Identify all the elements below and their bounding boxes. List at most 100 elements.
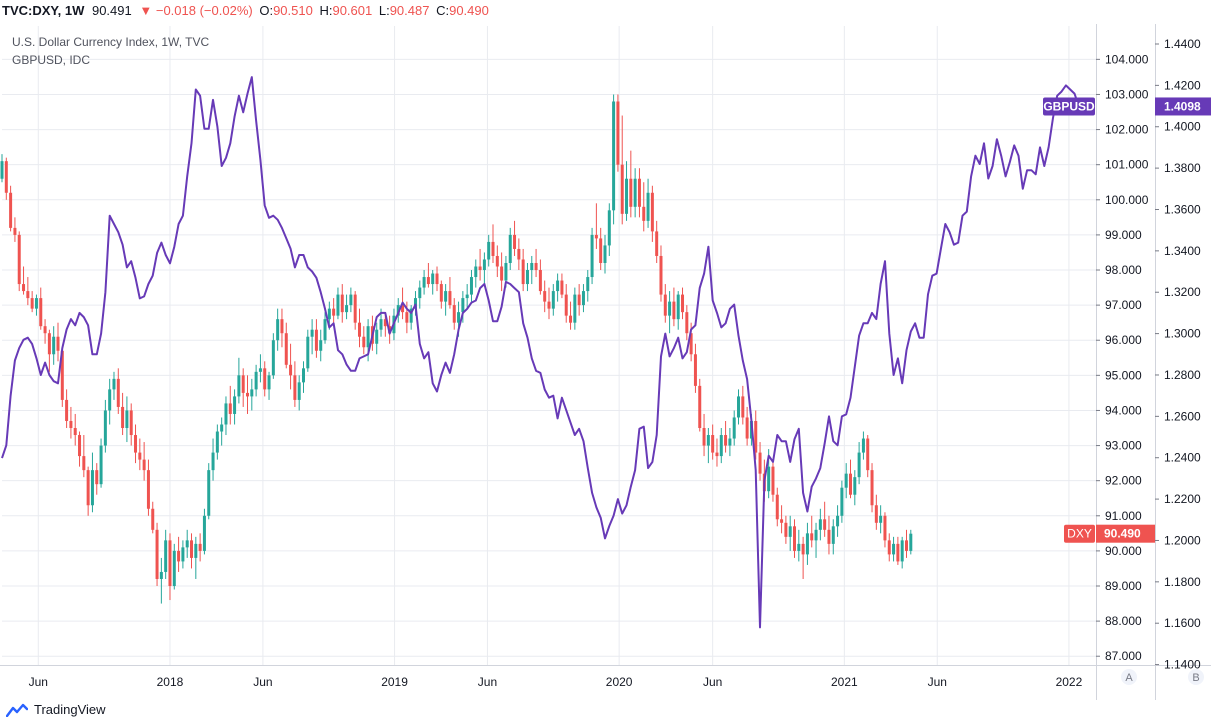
candle-body [452,305,456,323]
gbpusd-axis-tick-label: 1.2200 [1164,492,1201,506]
candle-body [202,515,206,551]
candle-body [474,266,478,278]
symbol-header: TVC:DXY, 1W 90.491 ▼ −0.018 (−0.02%) O:9… [0,0,1211,24]
brand-name: TradingView [34,702,106,717]
candle-body [289,364,293,376]
candle-body [60,350,64,400]
candle-body [168,540,172,587]
legend-main-series[interactable]: U.S. Dollar Currency Index, 1W, TVC [12,35,210,49]
candle-body [745,417,749,439]
time-axis-label: Jun [703,675,722,689]
close-label: C: [436,3,450,18]
candle-body [508,234,512,263]
candle-body [870,470,874,506]
gbpusd-name-tag [1043,97,1095,116]
dxy-name-tag [1064,524,1095,543]
candle-body [47,333,51,355]
candle-body [293,375,297,400]
candle-body [603,245,607,263]
candle-body [810,533,814,541]
candle-body [332,308,336,316]
gbpusd-axis-tick-label: 1.3600 [1164,202,1201,216]
dxy-axis-tick-label: 98.000 [1105,263,1142,277]
candle-body [4,161,8,193]
candle-body [146,470,150,509]
dxy-axis-tick-label: 100.000 [1105,193,1149,207]
gbpusd-axis-tick-label: 1.3800 [1164,161,1201,175]
candle-body [525,270,529,285]
gbpusd-axis-tick-label: 1.1600 [1164,616,1201,630]
candle-body [43,326,47,334]
candle-body [327,308,331,320]
gbpusd-axis-tick-label: 1.2800 [1164,368,1201,382]
candle-body [530,262,534,271]
candle-body [625,178,629,214]
gbpusd-axis-tick-label: 1.2000 [1164,533,1201,547]
dxy-axis-tick-label: 93.000 [1105,439,1142,453]
candle-body [836,515,840,527]
tradingview-logo-icon [6,703,28,717]
candle-body [482,259,486,271]
candle-body [741,396,745,418]
dxy-axis-tick-label: 96.000 [1105,333,1142,347]
candle-body [86,470,90,506]
candle-body [500,266,504,281]
dxy-price-tag [1096,524,1155,543]
dxy-axis-tick-label: 92.000 [1105,474,1142,488]
scale-button-a[interactable] [1121,669,1137,685]
candle-body [681,294,685,313]
candle-body [422,277,426,288]
candle-body [689,333,693,355]
candle-body [276,319,280,341]
tradingview-logo[interactable]: TradingView [6,702,106,717]
candle-body [426,277,430,285]
candle-body [599,238,603,263]
gbpusd-axis-tick-label: 1.3400 [1164,244,1201,258]
gbpusd-axis-tick-label: 1.4400 [1164,37,1201,51]
price-scale-background [1096,24,1211,700]
candle-body [879,515,883,523]
candle-body [771,466,775,495]
candle-body [233,396,237,414]
candle-body [99,445,103,485]
candle-body [401,305,405,313]
candle-body [784,522,788,537]
dxy-axis-tick-label: 87.000 [1105,649,1142,663]
candle-body [207,470,211,516]
candle-body [22,284,26,292]
candle-body [301,368,305,383]
gbpusd-axis-tick-label: 1.2600 [1164,409,1201,423]
candle-body [711,435,715,453]
candle-body [17,234,21,285]
scale-button-b[interactable] [1188,669,1204,685]
candle-body [556,280,560,292]
price-chart[interactable]: 104.000 103.000 102.000 101.000 100.000 99.00… [0,24,1211,700]
candle-body [659,255,663,295]
legend-compare-series[interactable]: GBPUSD, IDC [12,53,90,67]
candle-body [271,340,275,376]
candle-body [586,277,590,292]
candle-body [413,298,417,309]
scale-button-label: B [1192,672,1199,684]
candle-body [780,519,784,523]
candle-body [892,543,896,555]
candle-body [306,336,310,369]
symbol-name[interactable]: TVC:DXY, 1W [2,3,85,18]
time-axis-label: 2020 [606,675,633,689]
candle-body [405,312,409,323]
candle-body [254,371,258,390]
candle-body [379,319,383,330]
high-value: 90.601 [332,3,373,18]
close-value: 90.490 [449,3,489,18]
candle-body [95,470,99,485]
candle-body [319,340,323,351]
candle-body [874,505,878,523]
gbpusd-axis-tick-label: 1.3200 [1164,285,1201,299]
candle-body [297,382,301,400]
candle-body [573,294,577,323]
candle-body [353,294,357,323]
dxy-axis-tick-label: 94.000 [1105,403,1142,417]
dxy-axis-tick-label: 88.000 [1105,614,1142,628]
low-label: L: [378,3,390,18]
dxy-axis-tick-label: 90.000 [1105,544,1142,558]
